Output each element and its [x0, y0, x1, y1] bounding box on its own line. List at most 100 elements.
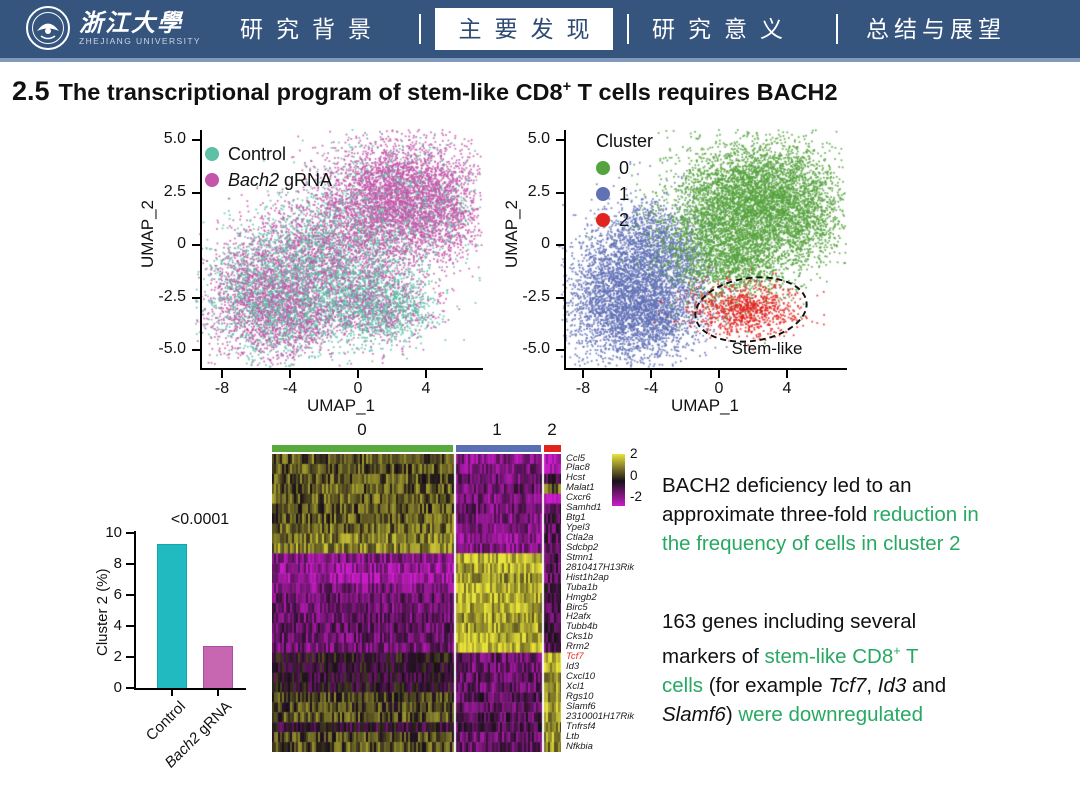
gene-label-hmgb2: Hmgb2	[566, 591, 597, 603]
legend-clusters: Cluster 0 1 2	[596, 131, 653, 233]
x-tick-mark	[221, 370, 223, 378]
legend-title: Cluster	[596, 131, 654, 151]
y-tick-label: 0	[113, 679, 122, 696]
x-tick-label: 0	[714, 380, 724, 397]
y-tick-label: 2.5	[527, 182, 550, 200]
gene-label-nfkbia: Nfkbia	[566, 740, 593, 752]
stem-like-label: Stem-like	[731, 339, 803, 358]
slide-section-number: 2.5	[12, 76, 50, 106]
y-tick-mark	[556, 296, 564, 299]
x-tick-mark	[289, 370, 291, 378]
gene-label-rrm2: Rrm2	[566, 641, 590, 653]
university-emblem-icon	[26, 6, 70, 50]
x-tick-label: -8	[575, 380, 591, 397]
x-tick-mark	[650, 370, 652, 378]
x-tick-label: -8	[214, 380, 230, 397]
gene-label-ccl5: Ccl5	[566, 452, 586, 464]
nav-tab-summary-outlook[interactable]: 总结与展望	[866, 16, 1006, 42]
y-tick-mark	[192, 139, 200, 141]
gene-label-2310001h17rik: 2310001H17Rik	[566, 710, 635, 722]
slide-title-text: The transcriptional program of stem-like…	[58, 79, 838, 105]
legend-dot-cluster-2	[596, 213, 610, 227]
y-tick-label: 5.0	[527, 130, 550, 147]
heatmap-col-bar-cluster0	[272, 445, 453, 452]
y-tick-mark	[126, 625, 134, 627]
gene-label-id3: Id3	[566, 661, 580, 673]
x-tick-label: 4	[782, 380, 792, 397]
y-tick-label: -2.5	[158, 287, 186, 305]
x-tick-mark	[425, 370, 427, 378]
legend-label-control: Control	[228, 143, 287, 164]
gene-label-tcf7: Tcf7	[566, 651, 584, 663]
legend-dot-control	[205, 147, 219, 161]
legend-dot-cluster-0	[596, 161, 610, 175]
y-axis-label: UMAP_2	[138, 200, 157, 269]
legend-label-cluster-0: 0	[619, 157, 630, 178]
heatmap-matrix	[272, 454, 561, 752]
y-tick-mark	[192, 244, 200, 246]
gene-label-ypel3: Ypel3	[566, 522, 590, 534]
gene-label-tnfrsf4: Tnfrsf4	[566, 720, 596, 732]
x-tick-label: 4	[421, 380, 431, 397]
nav-separator	[627, 14, 629, 44]
gene-label-cks1b: Cks1b	[566, 631, 593, 643]
y-tick-label: 10	[105, 524, 122, 541]
legend-label-cluster-1: 1	[619, 183, 630, 204]
y-tick-mark	[126, 687, 134, 689]
x-axis-line	[200, 368, 483, 370]
y-tick-label: 6	[113, 586, 122, 603]
university-name-cn: 浙江大學	[79, 8, 183, 37]
legend-dot-cluster-1	[596, 187, 610, 201]
heatmap-col-bar-cluster2	[544, 445, 561, 452]
y-tick-mark	[556, 244, 564, 246]
finding-text-cluster2-reduction: BACH2 deficiency led to an approximate th…	[662, 474, 979, 555]
y-tick-label: 2	[113, 648, 122, 665]
y-axis-line	[134, 531, 136, 690]
gene-label-malat1: Malat1	[566, 482, 595, 494]
university-name: 浙江大學 ZHEJIANG UNIVERSITY	[79, 8, 201, 47]
finding-text-downregulated-genes: 163 genes including several markers of st…	[662, 610, 947, 726]
university-logo: 浙江大學 ZHEJIANG UNIVERSITY	[24, 4, 201, 52]
legend-label-cluster-2: 2	[619, 209, 630, 230]
x-tick-label: 0	[353, 380, 363, 397]
x-tick-mark	[786, 370, 788, 378]
x-tick-mark	[171, 690, 173, 696]
gene-label-hist1h2ap: Hist1h2ap	[566, 571, 609, 583]
heatmap-col-label-1: 1	[492, 420, 502, 439]
gene-label-stmn1: Stmn1	[566, 551, 594, 563]
x-axis-label: UMAP_1	[670, 396, 740, 415]
y-tick-label: 2.5	[163, 182, 186, 200]
gene-label-rgs10: Rgs10	[566, 690, 594, 702]
gene-label-sdcbp2: Sdcbp2	[566, 541, 599, 553]
legend-item-control: Control	[205, 141, 332, 167]
y-tick-mark	[556, 139, 564, 141]
gene-label-btg1: Btg1	[566, 512, 586, 524]
y-tick-label: 0	[541, 235, 550, 252]
legend-item-cluster-2: 2	[596, 207, 653, 233]
x-tick-mark	[582, 370, 584, 378]
y-tick-mark	[126, 594, 134, 596]
gene-label-tubb4b: Tubb4b	[566, 621, 598, 633]
colorbar-tick-low: -2	[630, 489, 643, 504]
nav-tab-research-background[interactable]: 研究背景	[240, 16, 384, 42]
colorbar-tick-high: 2	[630, 446, 638, 461]
gene-label-cxcl10: Cxcl10	[566, 671, 596, 683]
legend-genotype: Control Bach2 gRNA	[205, 141, 332, 193]
nav-tab-main-findings[interactable]: 主要发现	[435, 8, 613, 50]
y-tick-mark	[192, 191, 200, 194]
y-tick-mark	[126, 532, 134, 534]
gene-label-tuba1b: Tuba1b	[566, 581, 598, 593]
heatmap-col-label-2: 2	[547, 420, 557, 439]
y-tick-label: -5.0	[522, 340, 550, 357]
x-axis-line	[564, 368, 847, 370]
y-tick-label: 8	[113, 555, 122, 572]
y-tick-mark	[556, 349, 564, 351]
heatmap-gene-labels: Ccl5 Plac8 Hcst Malat1 Cxcr6 Samhd1 Btg1 Ypel3 C…	[566, 452, 666, 752]
nav-tab-research-significance[interactable]: 研究意义	[652, 16, 796, 42]
legend-item-bach2-grna: Bach2 gRNA	[205, 167, 332, 193]
gene-label-birc5: Birc5	[566, 601, 588, 613]
gene-label-h2afx: H2afx	[566, 611, 591, 623]
gene-label-samhd1: Samhd1	[566, 502, 602, 514]
nav-separator	[836, 14, 838, 44]
y-tick-mark	[192, 349, 200, 351]
